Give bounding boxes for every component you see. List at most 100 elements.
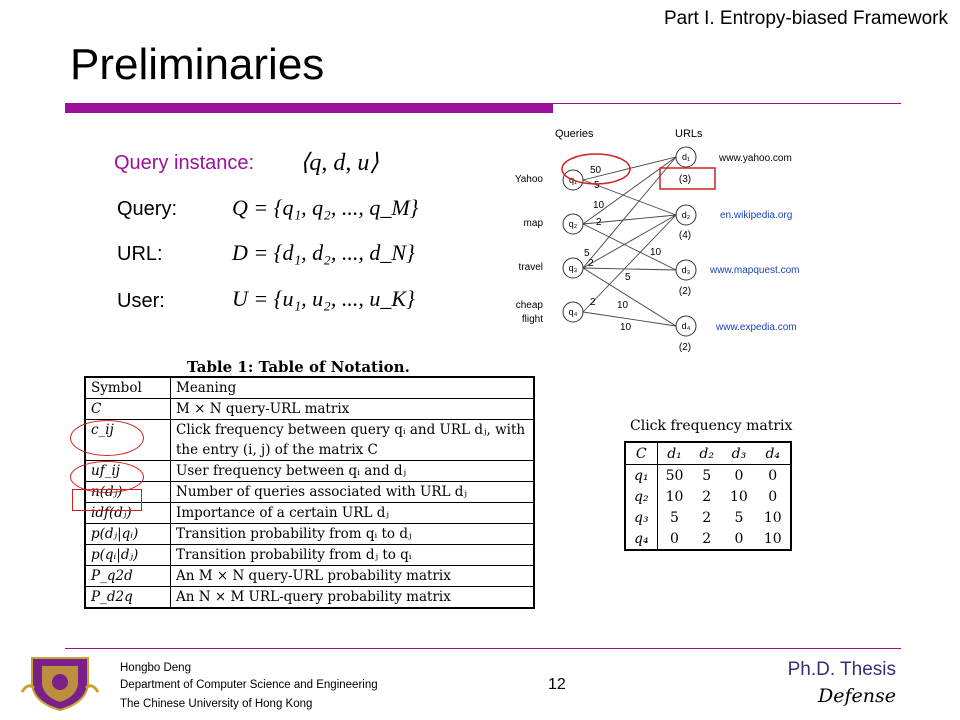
footer-department: Department of Computer Science and Engin… [120, 679, 378, 691]
highlight-box-ndj [72, 489, 142, 511]
matrix-cell: 5 [702, 467, 712, 484]
table-row: q₂ 10 2 10 0 [625, 486, 791, 507]
symbol-cell: C [84, 398, 171, 420]
query-name-cheap-flight: cheap [516, 300, 544, 311]
graph-url-node-labels: d₁ d₂ d₃ d₄ [682, 152, 691, 331]
symbol-cell: p(dⱼ|qᵢ) [84, 523, 171, 545]
graph-url-names: www.yahoo.com en.wikipedia.org www.mapqu… [709, 153, 799, 333]
matrix-cell: 10 [665, 488, 684, 505]
url-name-wikipedia: en.wikipedia.org [720, 210, 792, 221]
query-name-yahoo: Yahoo [515, 174, 544, 185]
table-row: P_q2d An M × N query-URL probability matr… [84, 565, 535, 587]
edge-label: 2 [596, 217, 602, 228]
matrix-cell: 0 [734, 467, 744, 484]
query-name-map: map [524, 218, 544, 229]
query-formula: Q = {q₁, q₂, ..., q_M} [232, 195, 419, 220]
notation-table-caption: Table 1: Table of Notation. [187, 358, 410, 376]
symbol-cell: idf(dⱼ) [84, 502, 171, 524]
table-row: c_ij Click frequency between query qᵢ and… [84, 419, 535, 461]
url-node [675, 315, 697, 337]
column-header-symbol: Symbol [84, 376, 171, 399]
meaning-cell: An N × M URL-query probability matrix [170, 586, 535, 609]
table-row: q₁ 50 5 0 0 [625, 464, 791, 486]
query-node [562, 301, 584, 323]
meaning-cell: Transition probability from dⱼ to qᵢ [170, 544, 535, 566]
symbol-cell: p(qᵢ|dⱼ) [84, 544, 171, 566]
url-name-mapquest: www.mapquest.com [709, 265, 799, 276]
graph-query-nodes [562, 169, 584, 323]
matrix-col-header: d₁ [657, 442, 692, 465]
graph-query-node-labels: q₁ q₂ q₃ q₄ [569, 175, 578, 317]
edge-label: 2 [588, 258, 594, 269]
query-node-label: q₄ [569, 307, 578, 317]
url-node [675, 146, 697, 168]
matrix-cell: 0 [670, 530, 679, 547]
user-label: User: [117, 290, 165, 312]
matrix-cell: 50 [665, 467, 684, 484]
graph-query-names: Yahoo map travel cheap flight [515, 174, 544, 325]
edge-label: 2 [590, 297, 596, 308]
matrix-cell: 0 [768, 467, 778, 484]
url-node-label: d₃ [682, 265, 691, 275]
thesis-subtitle: Defense [818, 685, 896, 707]
edge-label: 5 [625, 272, 631, 283]
thesis-title: Ph.D. Thesis [787, 659, 896, 680]
meaning-cell: Importance of a certain URL dⱼ [170, 502, 535, 524]
table-row: p(qᵢ|dⱼ) Transition probability from dⱼ t… [84, 544, 535, 566]
meaning-cell: User frequency between qᵢ and dⱼ [170, 460, 535, 482]
url-node [675, 204, 697, 226]
url-count: (3) [679, 174, 691, 185]
matrix-col-header: d₄ [755, 442, 791, 465]
matrix-cell: 0 [768, 488, 778, 505]
meaning-cell: Click frequency between query qᵢ and URL… [170, 419, 535, 461]
matrix-cell: 5 [670, 509, 679, 526]
graph-url-nodes [675, 146, 697, 337]
table-row: idf(dⱼ) Importance of a certain URL dⱼ [84, 502, 535, 524]
edge-label: 5 [584, 248, 590, 259]
column-header-meaning: Meaning [170, 376, 535, 399]
footer-divider [65, 648, 901, 649]
click-frequency-matrix: C d₁ d₂ d₃ d₄ q₁ 50 5 0 0 q₂ 10 2 10 0 q… [624, 441, 792, 551]
query-name-travel: travel [519, 262, 543, 273]
url-label: URL: [117, 243, 163, 265]
url-formula: D = {d₁, d₂, ..., d_N} [232, 240, 415, 265]
user-formula: U = {u₁, u₂, ..., u_K} [232, 286, 415, 311]
matrix-row-header: q₄ [625, 528, 658, 550]
url-node-label: d₁ [682, 152, 690, 162]
slide-title: Preliminaries [70, 40, 325, 89]
meaning-cell: An M × N query-URL probability matrix [170, 565, 535, 587]
title-underline [65, 103, 553, 113]
query-name-cheap-flight-2: flight [522, 314, 543, 325]
table-row: uf_ij User frequency between qᵢ and dⱼ [84, 460, 535, 482]
matrix-row-header: q₁ [625, 464, 658, 486]
query-instance-formula: ⟨q, d, u⟩ [300, 150, 379, 176]
meaning-cell: M × N query-URL matrix [170, 398, 535, 420]
url-name-expedia: www.expedia.com [715, 322, 797, 333]
query-instance-label: Query instance: [114, 152, 255, 174]
matrix-cell: 2 [702, 488, 712, 505]
edge-label: 10 [620, 322, 632, 333]
table-row: p(dⱼ|qᵢ) Transition probability from qᵢ t… [84, 523, 535, 545]
meaning-cell: Transition probability from qᵢ to dⱼ [170, 523, 535, 545]
table-row: P_d2q An N × M URL-query probability matr… [84, 586, 535, 609]
table-row: n(dⱼ) Number of queries associated with U… [84, 481, 535, 503]
url-node-label: d₂ [682, 210, 691, 220]
query-url-bipartite-graph: Queries URLs 50 5 10 2 10 5 2 5 10 2 10 … [515, 128, 800, 353]
url-count: (4) [679, 230, 691, 241]
graph-queries-header: Queries [555, 128, 594, 140]
edge-label: 10 [617, 300, 629, 311]
part-label: Part I. Entropy-biased Framework [663, 8, 948, 29]
edge-label: 10 [650, 247, 662, 258]
university-crest-logo [20, 657, 100, 712]
table-row: q₄ 0 2 0 10 [625, 528, 791, 550]
highlight-ring-edge [561, 153, 631, 185]
edge-label: 5 [594, 180, 600, 191]
query-node-label: q₂ [569, 219, 578, 229]
highlight-ring-cij [70, 420, 144, 456]
matrix-cell: 2 [702, 509, 712, 526]
highlight-ring-ufij [70, 461, 144, 493]
query-label: Query: [117, 198, 178, 220]
edge-label: 50 [590, 165, 602, 176]
